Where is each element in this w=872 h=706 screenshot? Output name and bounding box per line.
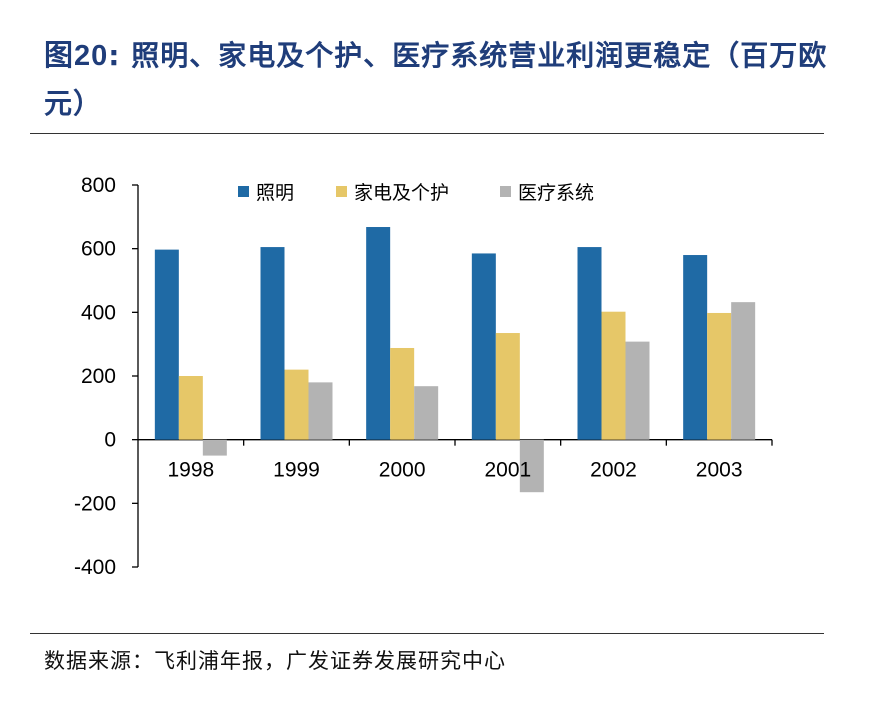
x-tick-label: 1999 [273, 459, 320, 482]
chart-title: 图20: 照明、家电及个护、医疗系统营业利润更稳定（百万欧元） [44, 32, 834, 127]
bar-医疗系统-1998 [202, 439, 227, 456]
bar-医疗系统-2001 [519, 439, 544, 493]
y-tick-label: -200 [74, 492, 116, 515]
bar-家电及个护-2003 [707, 312, 732, 440]
bar-照明-2001 [471, 253, 496, 440]
y-tick-label: 200 [81, 365, 116, 388]
x-tick-label: 2000 [379, 459, 426, 482]
bar-家电及个护-2000 [390, 347, 415, 440]
legend-swatch-照明 [238, 186, 249, 197]
x-tick-label: 1998 [167, 459, 214, 482]
y-tick-label: 600 [81, 238, 116, 261]
bottom-divider [30, 633, 824, 634]
bar-照明-1999 [260, 247, 285, 440]
legend-label-家电及个护: 家电及个护 [354, 182, 449, 204]
legend-swatch-医疗系统 [500, 186, 511, 197]
bar-医疗系统-2000 [414, 386, 439, 440]
bar-家电及个护-2001 [495, 333, 520, 440]
y-tick-label: 0 [104, 429, 116, 452]
bar-医疗系统-2003 [731, 302, 756, 440]
legend-label-医疗系统: 医疗系统 [518, 182, 594, 204]
bar-照明-2000 [366, 227, 391, 440]
title-text: 照明、家电及个护、医疗系统营业利润更稳定（百万欧元） [44, 39, 828, 120]
title-separator: : [108, 39, 121, 72]
y-tick-label: -400 [74, 556, 116, 579]
legend-label-照明: 照明 [256, 182, 294, 204]
x-tick-label: 2002 [590, 459, 637, 482]
y-tick-label: 400 [81, 301, 116, 324]
bar-照明-2002 [577, 247, 602, 440]
bar-医疗系统-1999 [308, 382, 333, 440]
x-tick-label: 2001 [484, 459, 531, 482]
bar-家电及个护-1999 [284, 369, 309, 440]
bar-医疗系统-2002 [625, 341, 650, 440]
bar-家电及个护-2002 [601, 311, 626, 440]
top-divider [30, 133, 824, 134]
figure-number: 图20 [44, 40, 109, 72]
bar-家电及个护-1998 [178, 376, 203, 440]
bar-照明-2003 [683, 255, 708, 440]
legend-swatch-家电及个护 [336, 186, 347, 197]
data-source-note: 数据来源：飞利浦年报，广发证券发展研究中心 [44, 649, 506, 673]
bar-照明-1998 [154, 249, 179, 440]
x-tick-label: 2003 [696, 459, 743, 482]
y-tick-label: 800 [81, 174, 116, 197]
